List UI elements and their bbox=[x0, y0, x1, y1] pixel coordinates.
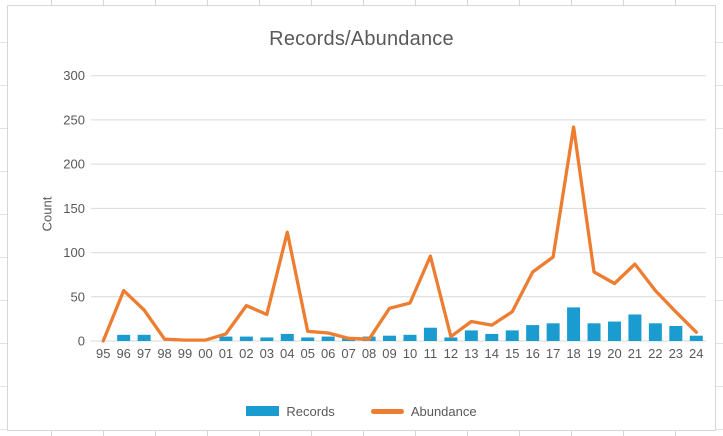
legend: Records Abundance bbox=[8, 402, 715, 420]
legend-abundance-label: Abundance bbox=[410, 403, 477, 419]
y-axis-title: Count bbox=[39, 196, 55, 232]
legend-records-swatch-icon bbox=[246, 406, 280, 416]
chart-title: Records/Abundance bbox=[269, 28, 454, 50]
chart-panel: Records/Abundance Count Records Abundanc… bbox=[7, 5, 716, 431]
legend-abundance-swatch-icon bbox=[370, 408, 404, 414]
legend-records-label: Records bbox=[286, 403, 335, 419]
